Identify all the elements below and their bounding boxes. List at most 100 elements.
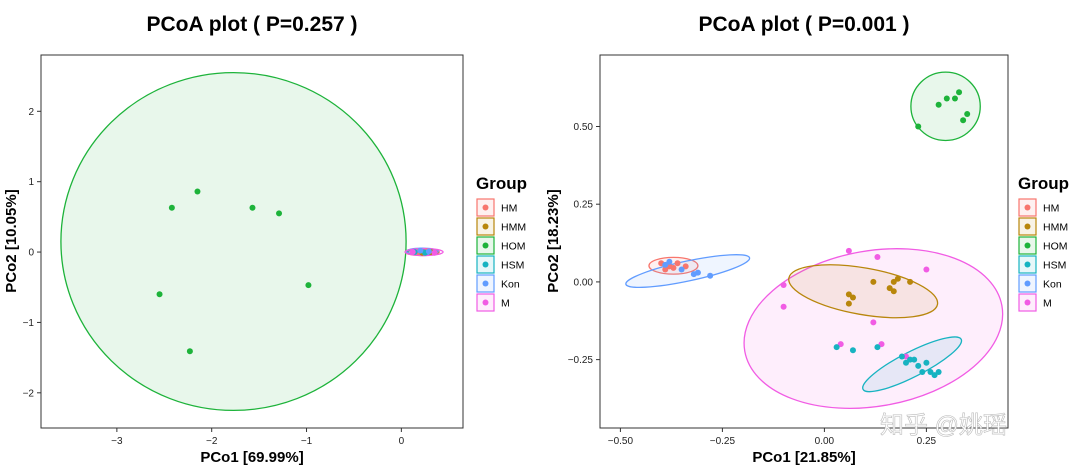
x-tick-label: 0.00 [815,436,835,447]
ellipse-Kon [625,254,751,289]
plot-frame-right [599,54,1009,429]
point-HM [674,260,681,267]
ellipse-M [743,248,1004,409]
legend-key-dot [1024,261,1031,268]
point-M [837,341,844,348]
watermark: 知乎 @姚瑶 [880,412,1007,439]
point-HMM [890,288,897,295]
legend-item-HM: HM [1018,198,1059,217]
x-tick-label: −0.50 [608,436,634,447]
point-HMM [870,278,877,285]
point-HSM [849,347,856,354]
legend-label: M [501,298,510,310]
point-Kon [707,272,714,279]
legend-key-dot [482,280,489,287]
point-HSM [833,344,840,351]
point-M [923,266,930,273]
x-tick-label: −0.25 [710,436,736,447]
legend-item-HSM: HSM [1018,255,1066,274]
point-HSM [919,369,926,376]
legend-key-dot [1024,204,1031,211]
x-tick-label: −3 [111,436,123,447]
point-Kon [678,266,685,273]
point-HOM [964,111,971,118]
chart-title-right: PCoA plot ( P=0.001 ) [698,13,909,36]
point-Kon [425,248,432,255]
point-Kon [662,261,669,268]
ellipse-HOM [910,71,981,142]
x-axis-label-left: PCo1 [69.99%] [200,449,303,466]
point-M [409,249,416,256]
point-M [780,282,787,289]
point-HSM [874,344,881,351]
y-tick-label: 0.00 [574,277,594,288]
point-HSM [898,353,905,360]
point-HMM [845,300,852,307]
plot-frame-left [40,54,464,429]
legend-item-HM: HM [476,198,517,217]
point-HM [682,263,689,270]
point-HMM [890,278,897,285]
legend-left: Group HM HMM HOM HSM Kon M [476,174,527,312]
legend-key-dot [482,261,489,268]
point-Kon [666,258,673,265]
y-tick-label: 2 [28,107,34,118]
point-HMM [907,278,914,285]
legend-key-dot [1024,223,1031,230]
legend-key-dot [1024,299,1031,306]
point-HOM [956,89,963,96]
legend-item-Kon: Kon [1018,274,1062,293]
point-M [780,303,787,310]
legend-item-M: M [476,293,510,312]
legend-title: Group [476,174,527,193]
legend-title: Group [1018,174,1069,193]
point-HSM [935,369,942,376]
point-HOM [276,210,283,217]
point-HOM [156,291,163,298]
chart-title-left: PCoA plot ( P=0.257 ) [146,13,357,36]
legend-label: Kon [1043,279,1062,291]
pcoa-panel-left: PCoA plot ( P=0.257 ) −3 −2 −1 0 −2 −1 0 1 2 PC… [3,13,527,466]
point-M [431,249,438,256]
point-HMM [894,275,901,282]
x-tick-label: 0.25 [917,436,937,447]
y-axis-label-right: PCo2 [18.23%] [545,189,562,292]
point-HOM [943,95,950,102]
point-HSM [903,359,909,366]
point-M [874,254,881,261]
point-HM [662,266,669,273]
point-HSM [927,369,934,376]
legend-item-Kon: Kon [476,274,520,293]
point-M [870,319,877,326]
legend-item-HMM: HMM [1018,217,1068,236]
point-HMM [886,285,893,292]
legend-item-HOM: HOM [1018,236,1068,255]
legend-label: HSM [1043,260,1066,272]
point-HOM [915,123,922,130]
ellipse-HSM [862,336,963,393]
point-HOM [249,204,256,211]
y-tick-label: 0 [28,248,34,259]
legend-label: HM [1043,203,1059,215]
point-HOM [305,282,312,289]
x-tick-label: 0 [399,436,405,447]
y-tick-label: −0.25 [568,355,594,366]
y-tick-label: −2 [23,388,35,399]
legend-key-dot [482,242,489,249]
point-Kon [690,271,697,278]
legend-label: HMM [501,222,526,234]
x-axis-label-right: PCo1 [21.85%] [752,449,855,466]
legend-key-dot [482,299,489,306]
point-HMM [845,291,852,298]
legend-item-HMM: HMM [476,217,526,236]
legend-key-dot [482,223,489,230]
legend-key-dot [1024,280,1031,287]
point-HOM [186,348,193,355]
legend-label: Kon [501,279,520,291]
legend-label: HOM [1043,241,1068,253]
pcoa-panel-right: PCoA plot ( P=0.001 ) −0.50 −0.25 0.00 0.25… [545,13,1069,466]
y-tick-label: −1 [23,318,35,329]
legend-label: HSM [501,260,524,272]
